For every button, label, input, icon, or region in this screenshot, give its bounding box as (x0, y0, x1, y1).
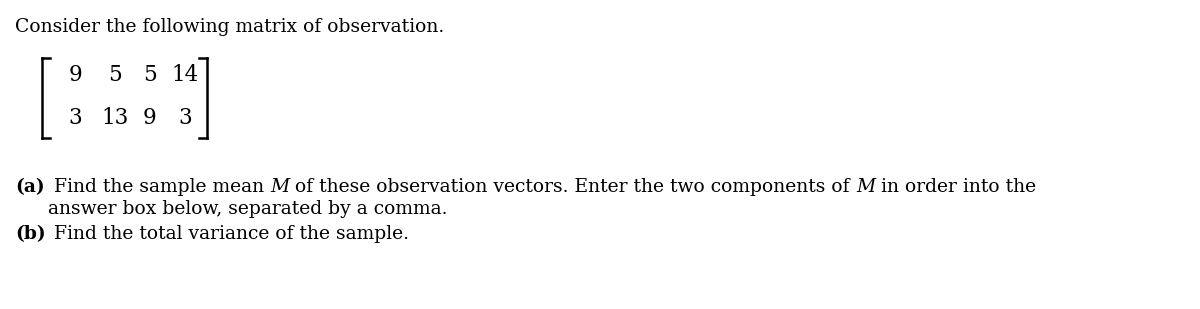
Text: Find the sample mean: Find the sample mean (48, 178, 270, 196)
Text: 9: 9 (143, 107, 157, 129)
Text: in order into the: in order into the (875, 178, 1037, 196)
Text: 5: 5 (108, 64, 122, 86)
Text: 9: 9 (68, 64, 82, 86)
Text: 3: 3 (68, 107, 82, 129)
Text: of these observation vectors. Enter the two components of: of these observation vectors. Enter the … (289, 178, 856, 196)
Text: 5: 5 (143, 64, 157, 86)
Text: Consider the following matrix of observation.: Consider the following matrix of observa… (14, 18, 444, 36)
Text: M: M (856, 178, 875, 196)
Text: 14: 14 (172, 64, 199, 86)
Text: (b): (b) (14, 225, 46, 243)
Text: 13: 13 (101, 107, 128, 129)
Text: Find the total variance of the sample.: Find the total variance of the sample. (48, 225, 409, 243)
Text: 3: 3 (178, 107, 192, 129)
Text: (a): (a) (14, 178, 44, 196)
Text: M: M (270, 178, 289, 196)
Text: answer box below, separated by a comma.: answer box below, separated by a comma. (48, 200, 448, 218)
